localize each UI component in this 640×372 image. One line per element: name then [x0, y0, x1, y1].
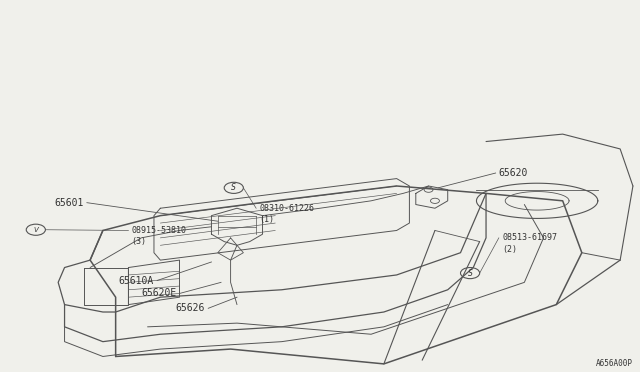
Text: 08915-53810: 08915-53810 [132, 226, 187, 235]
Text: 08513-61697: 08513-61697 [502, 233, 557, 243]
Text: (2): (2) [502, 244, 517, 253]
Text: V: V [33, 227, 38, 233]
Text: S: S [468, 269, 472, 278]
Text: 08310-61226: 08310-61226 [259, 204, 314, 213]
Text: 65620E: 65620E [141, 288, 176, 298]
Text: A656A00P: A656A00P [596, 359, 633, 368]
Text: (1): (1) [259, 215, 275, 224]
Text: (3): (3) [132, 237, 147, 246]
Text: 65626: 65626 [175, 303, 205, 313]
Text: 65601: 65601 [54, 198, 84, 208]
Text: 65610A: 65610A [118, 276, 154, 285]
Text: 65620: 65620 [499, 168, 528, 178]
Text: S: S [231, 183, 236, 192]
